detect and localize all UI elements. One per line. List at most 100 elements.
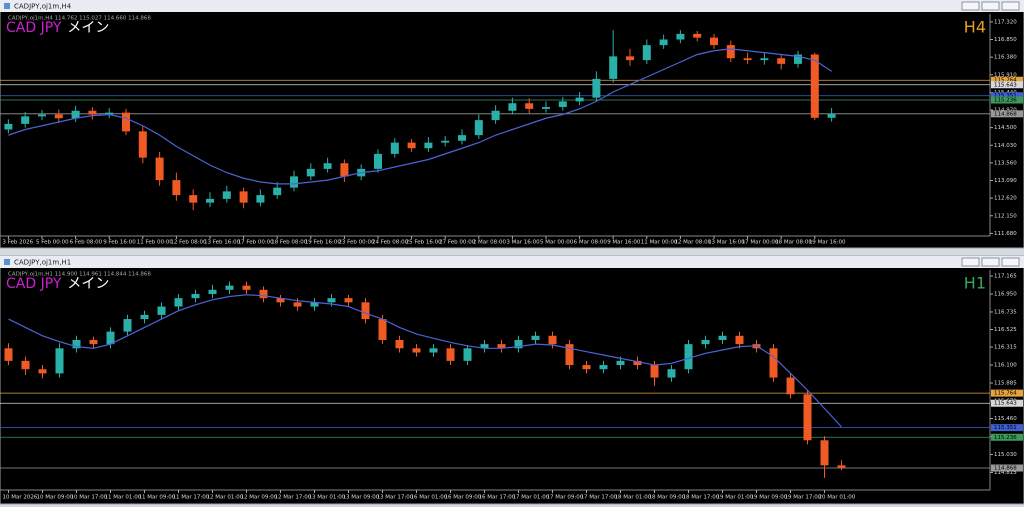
symbol-label: CAD JPY <box>6 276 62 292</box>
candle-body <box>21 360 30 370</box>
x-tick-label: 17 Mar 01:00 <box>513 495 550 501</box>
candle-body <box>803 394 812 441</box>
candle-body <box>441 140 450 143</box>
candle-body <box>735 335 744 345</box>
symbol-label: CAD JPY <box>6 20 62 36</box>
y-tick-label: 115.910 <box>994 72 1017 78</box>
y-tick-label: 116.100 <box>994 363 1017 369</box>
candle-body <box>794 54 802 64</box>
x-tick-label: 18 Feb 08:00 <box>271 240 308 246</box>
candle-body <box>497 344 506 349</box>
y-tick-label: 114.500 <box>994 125 1017 131</box>
candle-body <box>491 110 500 121</box>
timeframe-label: H1 <box>964 274 986 293</box>
candle-body <box>38 114 46 117</box>
candle-body <box>684 344 693 370</box>
candle-body <box>310 302 319 307</box>
window-frame <box>0 0 1024 249</box>
window-frame <box>0 255 1024 505</box>
price-level-box <box>991 424 1023 432</box>
y-tick-label: 114.030 <box>994 143 1017 149</box>
price-level-label: 115.236 <box>994 98 1017 104</box>
x-tick-label: 17 Feb 00:00 <box>238 240 275 246</box>
price-level-box <box>991 399 1023 407</box>
candle-body <box>206 198 214 203</box>
x-tick-label: 12 Feb 08:00 <box>170 240 207 246</box>
x-tick-label: 6 Mar 08:00 <box>574 240 608 246</box>
candle-body <box>54 114 63 119</box>
x-tick-label: 3 Mar 16:00 <box>506 240 540 246</box>
candle-body <box>565 344 574 366</box>
y-tick-label: 115.460 <box>994 416 1017 422</box>
candle-body <box>412 348 421 353</box>
candle-body <box>609 56 618 79</box>
candle-body <box>55 348 64 374</box>
moving-average <box>8 294 842 428</box>
price-level-label: 115.351 <box>994 93 1017 99</box>
candle-body <box>676 33 685 40</box>
window-button[interactable] <box>981 257 1000 267</box>
price-level-label: 114.868 <box>994 111 1017 117</box>
candle-body <box>4 348 13 361</box>
window-button[interactable] <box>1001 257 1020 267</box>
window-button[interactable] <box>1001 1 1020 11</box>
x-tick-label: 19 Mar 09:00 <box>751 495 788 501</box>
candle-body <box>429 348 438 353</box>
window-button[interactable] <box>961 257 980 267</box>
x-tick-label: 11 Mar 09:00 <box>139 495 176 501</box>
candle-body <box>514 339 523 349</box>
x-tick-label: 13 Mar 01:00 <box>309 495 346 501</box>
candle-body <box>21 116 30 124</box>
price-level-box <box>991 92 1023 100</box>
price-level-label: 115.764 <box>994 78 1017 84</box>
chart-info: CADJPY,oj1m,H1 114.900 114.961 114.844 1… <box>8 272 151 278</box>
window-title: CADJPY,oj1m,H4 <box>14 3 72 11</box>
candle-body <box>458 135 466 141</box>
candle-body <box>548 335 557 345</box>
candle-body <box>105 112 114 115</box>
price-level-label: 115.643 <box>994 82 1017 88</box>
y-tick-label: 111.680 <box>994 231 1017 237</box>
x-tick-label: 19 Mar 16:00 <box>809 240 846 246</box>
x-tick-label: 13 Mar 16:00 <box>708 240 745 246</box>
candle-body <box>273 187 282 196</box>
candle-body <box>575 97 584 102</box>
candle-body <box>642 45 651 61</box>
candle-body <box>138 131 147 158</box>
window-button[interactable] <box>961 1 980 11</box>
window-button[interactable] <box>981 1 1000 11</box>
candle-body <box>242 285 251 290</box>
caption-label: メイン <box>67 276 109 292</box>
candle-body <box>777 58 786 64</box>
candle-body <box>837 465 846 469</box>
y-tick-label: 116.525 <box>994 327 1017 333</box>
candle-body <box>525 103 534 109</box>
x-tick-label: 19 Feb 16:00 <box>305 240 342 246</box>
candle-body <box>760 58 769 61</box>
candle-body <box>72 339 81 349</box>
candle-body <box>38 369 47 374</box>
candle-body <box>701 339 710 345</box>
candle-body <box>344 298 353 303</box>
y-tick-label: 117.165 <box>994 274 1017 280</box>
candle-body <box>89 339 98 345</box>
candle-body <box>743 58 752 61</box>
x-tick-label: 10 Mar 17:00 <box>71 495 108 501</box>
x-tick-label: 18 Mar 01:00 <box>615 495 652 501</box>
x-tick-label: 20 Mar 01:00 <box>819 495 856 501</box>
x-tick-label: 3 Feb 2026 <box>2 240 33 246</box>
window-title-bar <box>0 0 1024 12</box>
x-tick-label: 11 Mar 01:00 <box>105 495 142 501</box>
candle-body <box>726 45 735 59</box>
x-tick-label: 6 Feb 08:00 <box>70 240 103 246</box>
x-tick-label: 27 Feb 00:00 <box>439 240 476 246</box>
candle-body <box>810 54 819 118</box>
candle-body <box>172 180 181 196</box>
candle-body <box>327 298 336 303</box>
candle-body <box>710 37 718 46</box>
x-tick-label: 18 Mar 09:00 <box>649 495 686 501</box>
x-tick-label: 5 Feb 00:00 <box>36 240 69 246</box>
candle-body <box>157 306 166 315</box>
candle-body <box>659 39 668 46</box>
candle-body <box>4 123 13 130</box>
